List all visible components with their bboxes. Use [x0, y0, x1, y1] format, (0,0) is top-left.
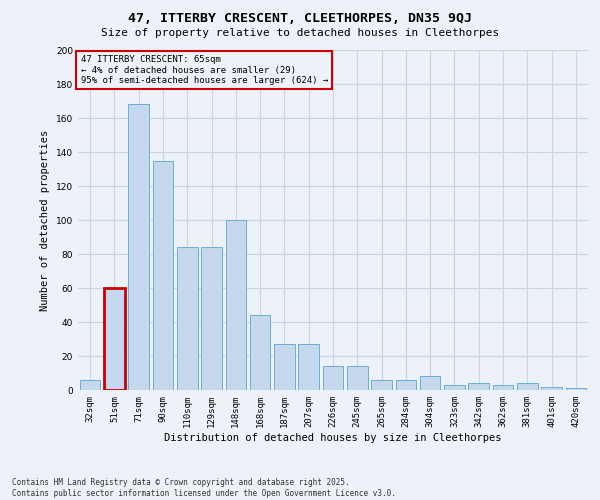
Text: 47 ITTERBY CRESCENT: 65sqm
← 4% of detached houses are smaller (29)
95% of semi-: 47 ITTERBY CRESCENT: 65sqm ← 4% of detac… [80, 55, 328, 85]
Bar [493, 385, 514, 390]
Bar [371, 380, 392, 390]
Bar [226, 220, 246, 390]
Bar [420, 376, 440, 390]
Bar [104, 288, 125, 390]
Bar [469, 383, 489, 390]
Bar [395, 380, 416, 390]
Bar [541, 386, 562, 390]
Bar [566, 388, 586, 390]
Text: Contains HM Land Registry data © Crown copyright and database right 2025.
Contai: Contains HM Land Registry data © Crown c… [12, 478, 396, 498]
Bar [347, 366, 368, 390]
Bar [444, 385, 465, 390]
Bar [274, 344, 295, 390]
Y-axis label: Number of detached properties: Number of detached properties [40, 130, 50, 310]
Bar [298, 344, 319, 390]
Text: Size of property relative to detached houses in Cleethorpes: Size of property relative to detached ho… [101, 28, 499, 38]
Bar [128, 104, 149, 390]
Bar [250, 315, 271, 390]
Text: 47, ITTERBY CRESCENT, CLEETHORPES, DN35 9QJ: 47, ITTERBY CRESCENT, CLEETHORPES, DN35 … [128, 12, 472, 26]
Bar [517, 383, 538, 390]
Bar [323, 366, 343, 390]
Bar [201, 247, 222, 390]
Bar [177, 247, 197, 390]
Bar [80, 380, 100, 390]
Bar [152, 160, 173, 390]
X-axis label: Distribution of detached houses by size in Cleethorpes: Distribution of detached houses by size … [164, 432, 502, 442]
